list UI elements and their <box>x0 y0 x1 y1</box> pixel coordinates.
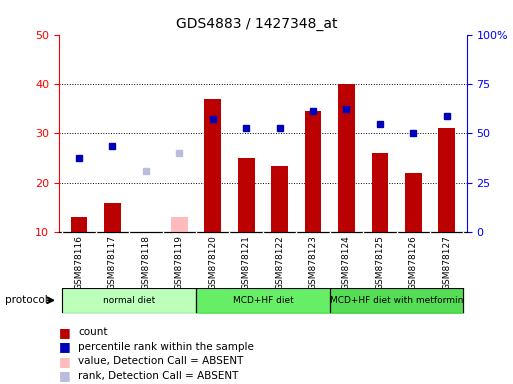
Text: ■: ■ <box>59 326 71 339</box>
Text: ■: ■ <box>59 369 71 382</box>
Text: GSM878117: GSM878117 <box>108 235 117 290</box>
Text: protocol: protocol <box>5 295 48 305</box>
Bar <box>405 173 422 232</box>
Text: value, Detection Call = ABSENT: value, Detection Call = ABSENT <box>78 356 244 366</box>
Text: GSM878121: GSM878121 <box>242 235 251 290</box>
Text: GSM878122: GSM878122 <box>275 235 284 290</box>
Text: count: count <box>78 327 108 337</box>
Text: ■: ■ <box>59 340 71 353</box>
Text: MCD+HF diet: MCD+HF diet <box>232 296 293 305</box>
Text: GSM878116: GSM878116 <box>74 235 84 290</box>
Text: GSM878127: GSM878127 <box>442 235 451 290</box>
Text: GSM878123: GSM878123 <box>308 235 318 290</box>
Bar <box>238 158 254 232</box>
Text: GDS4883 / 1427348_at: GDS4883 / 1427348_at <box>176 17 337 31</box>
Bar <box>71 217 87 232</box>
Bar <box>104 203 121 232</box>
Bar <box>338 84 355 232</box>
Bar <box>371 153 388 232</box>
Text: ■: ■ <box>59 355 71 368</box>
Text: GSM878120: GSM878120 <box>208 235 218 290</box>
Bar <box>204 99 221 232</box>
Bar <box>305 111 322 232</box>
Text: GSM878125: GSM878125 <box>376 235 384 290</box>
Bar <box>271 166 288 232</box>
Text: rank, Detection Call = ABSENT: rank, Detection Call = ABSENT <box>78 371 239 381</box>
Text: GSM878118: GSM878118 <box>142 235 150 290</box>
Bar <box>171 217 188 232</box>
Text: percentile rank within the sample: percentile rank within the sample <box>78 342 254 352</box>
Text: GSM878124: GSM878124 <box>342 235 351 290</box>
Text: GSM878126: GSM878126 <box>409 235 418 290</box>
Text: GSM878119: GSM878119 <box>175 235 184 290</box>
Text: MCD+HF diet with metformin: MCD+HF diet with metformin <box>330 296 463 305</box>
Bar <box>439 129 455 232</box>
Text: normal diet: normal diet <box>103 296 155 305</box>
